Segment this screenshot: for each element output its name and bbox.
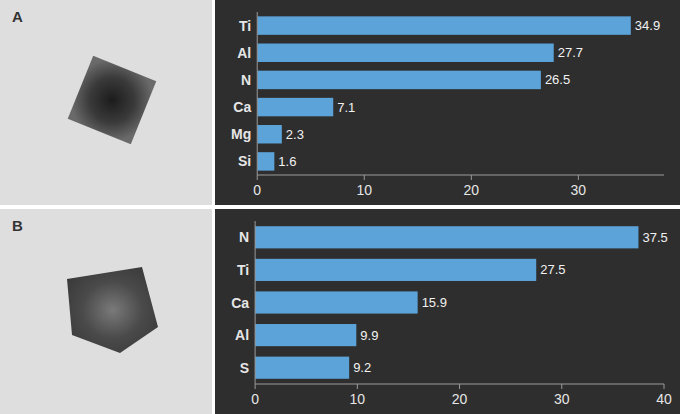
category-label: Ca	[233, 99, 251, 115]
micrograph	[0, 0, 212, 205]
data-label: 34.9	[635, 18, 660, 33]
category-label: Ti	[237, 262, 249, 278]
tick	[357, 384, 358, 389]
category-label: N	[239, 229, 249, 245]
bar	[255, 259, 536, 281]
x-axis	[257, 175, 664, 176]
tick-label: 0	[253, 182, 261, 198]
bar	[257, 16, 631, 34]
category-label: Al	[235, 327, 249, 343]
bar	[255, 291, 418, 313]
tick-label: 30	[554, 391, 570, 407]
tick	[459, 384, 460, 389]
category-label: Mg	[231, 126, 251, 142]
bar	[257, 44, 554, 62]
chart-background	[215, 0, 680, 205]
category-label: N	[241, 72, 251, 88]
tick	[471, 175, 472, 180]
data-label: 1.6	[278, 154, 296, 169]
panel-label: B	[12, 217, 23, 234]
bar	[257, 152, 274, 170]
category-label: Si	[238, 153, 251, 169]
data-label: 2.3	[286, 127, 304, 142]
tick	[664, 384, 665, 389]
category-label: Ti	[239, 18, 251, 34]
tick-label: 40	[656, 391, 672, 407]
tick-label: 10	[350, 391, 366, 407]
tick	[578, 175, 579, 180]
bar	[255, 357, 349, 379]
data-label: 26.5	[545, 72, 570, 87]
data-label: 7.1	[337, 100, 355, 115]
bars	[255, 226, 638, 379]
category-label: Al	[237, 45, 251, 61]
data-label: 15.9	[422, 295, 447, 310]
inclusion	[67, 267, 158, 353]
data-label: 27.5	[540, 262, 565, 277]
data-label: 9.9	[360, 328, 378, 343]
category-label: Ca	[231, 295, 249, 311]
bar	[257, 71, 541, 89]
tick-label: 0	[251, 391, 259, 407]
data-label: 9.2	[353, 360, 371, 375]
panel-label: A	[12, 8, 23, 25]
tick	[561, 384, 562, 389]
tick-label: 30	[571, 182, 587, 198]
tick-label: 10	[356, 182, 372, 198]
data-label: 37.5	[642, 230, 667, 245]
figure: A Ti Al N Ca Mg Si 34.9 27.7 26.5 7.1 2.3 1.6 0 10 20 30…	[0, 0, 680, 414]
y-axis	[255, 221, 256, 384]
bars	[257, 16, 631, 170]
bar	[257, 125, 282, 143]
data-label: 27.7	[558, 45, 583, 60]
chart-background	[215, 209, 680, 414]
tick-label: 20	[452, 391, 468, 407]
tick	[257, 175, 258, 180]
tick	[255, 384, 256, 389]
bar	[257, 98, 333, 116]
category-label: S	[240, 360, 249, 376]
y-axis	[257, 12, 258, 175]
bar	[255, 324, 356, 346]
bar	[255, 226, 638, 248]
inclusion	[68, 56, 157, 145]
tick-label: 20	[464, 182, 480, 198]
micrograph	[0, 209, 212, 414]
tick	[364, 175, 365, 180]
